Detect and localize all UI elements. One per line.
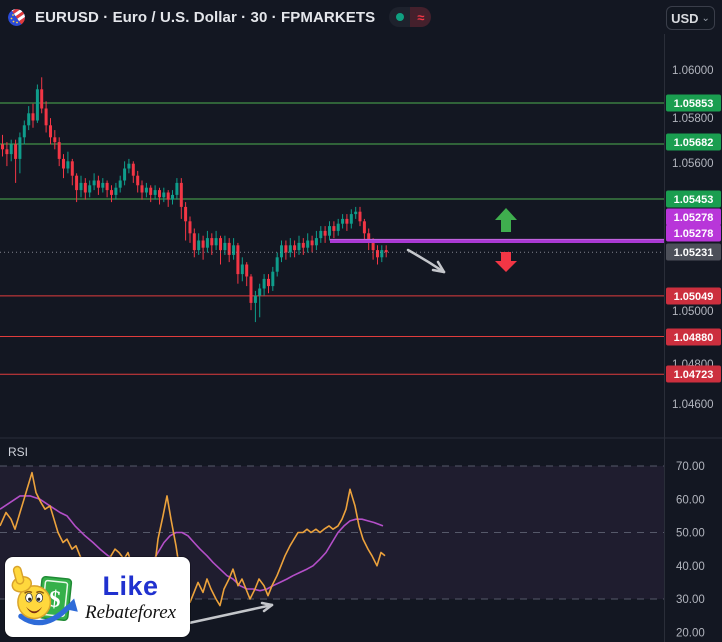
svg-text:1.05049: 1.05049 xyxy=(674,291,714,303)
rsi-main-line xyxy=(0,471,386,607)
svg-text:1.05682: 1.05682 xyxy=(674,137,714,149)
svg-text:$: $ xyxy=(48,586,63,613)
watermark-brand-text: Rebateforex xyxy=(85,601,177,623)
svg-text:30.00: 30.00 xyxy=(676,594,705,606)
svg-text:50.00: 50.00 xyxy=(676,528,705,540)
eur-usd-flag-icon xyxy=(8,8,25,26)
svg-text:1.06000: 1.06000 xyxy=(672,65,714,77)
rsi-signal-line xyxy=(0,495,384,592)
svg-text:1.05000: 1.05000 xyxy=(672,306,714,318)
svg-text:1.04723: 1.04723 xyxy=(674,369,714,381)
svg-text:20.00: 20.00 xyxy=(676,627,705,639)
price-badge: 1.05278 xyxy=(666,224,721,242)
chevron-down-icon: ⌄ xyxy=(701,12,710,24)
rebateforex-watermark: $ Like Rebateforex xyxy=(5,557,190,637)
chart-header: EURUSD · Euro / U.S. Dollar · 30 · FPMAR… xyxy=(0,0,722,34)
price-badge: 1.04723 xyxy=(666,365,721,383)
svg-text:1.05231: 1.05231 xyxy=(674,247,714,259)
down-block-arrow[interactable] xyxy=(495,252,517,272)
rsi-axis[interactable]: 70.00 60.00 50.00 40.00 30.00 20.00 xyxy=(676,461,705,639)
resistance-lines[interactable] xyxy=(0,102,664,200)
rsi-trend-arrow[interactable] xyxy=(187,601,274,625)
rsi-indicator-label[interactable]: RSI xyxy=(8,445,29,459)
price-badge: 1.05049 xyxy=(666,287,721,305)
svg-text:1.05453: 1.05453 xyxy=(674,194,714,206)
delayed-data-icon[interactable]: ≈ xyxy=(410,7,432,27)
price-axis[interactable]: 1.060001.058001.056001.050001.048001.046… xyxy=(666,65,721,411)
price-badge: 1.05231 xyxy=(666,243,721,261)
watermark-like-text: Like xyxy=(102,570,159,601)
svg-text:60.00: 60.00 xyxy=(676,494,705,506)
svg-text:40.00: 40.00 xyxy=(676,561,705,573)
symbol-status-pills[interactable]: ≈ xyxy=(389,7,432,27)
currency-selector-label: USD xyxy=(671,10,699,26)
svg-text:1.04880: 1.04880 xyxy=(674,332,714,344)
thumb-up-icon xyxy=(11,565,33,593)
svg-text:1.05600: 1.05600 xyxy=(672,158,714,170)
svg-text:70.00: 70.00 xyxy=(676,461,705,473)
swoosh-arrow-icon xyxy=(18,604,71,626)
market-open-dot-icon[interactable] xyxy=(389,7,411,27)
price-badge: 1.04880 xyxy=(666,328,721,346)
currency-selector[interactable]: USD ⌄ xyxy=(666,6,715,30)
candlesticks xyxy=(1,77,388,323)
svg-text:1.05800: 1.05800 xyxy=(672,113,714,125)
chart-trend-arrow[interactable] xyxy=(406,248,446,274)
svg-text:1.05278: 1.05278 xyxy=(674,212,714,224)
price-badge: 1.05682 xyxy=(666,133,721,151)
svg-text:1.05278: 1.05278 xyxy=(674,228,714,240)
svg-text:1.05853: 1.05853 xyxy=(674,98,714,110)
support-lines[interactable] xyxy=(0,295,664,375)
up-block-arrow[interactable] xyxy=(495,208,517,232)
smiley-face-icon xyxy=(17,585,52,620)
price-badge: 1.05853 xyxy=(666,94,721,112)
price-badge: 1.05453 xyxy=(666,190,721,208)
price-badge: 1.05278 xyxy=(666,208,721,226)
thumbs-up-cartoon-icon: $ xyxy=(11,565,78,626)
svg-text:1.04600: 1.04600 xyxy=(672,399,714,411)
symbol-title[interactable]: EURUSD · Euro / U.S. Dollar · 30 · FPMAR… xyxy=(35,8,376,26)
